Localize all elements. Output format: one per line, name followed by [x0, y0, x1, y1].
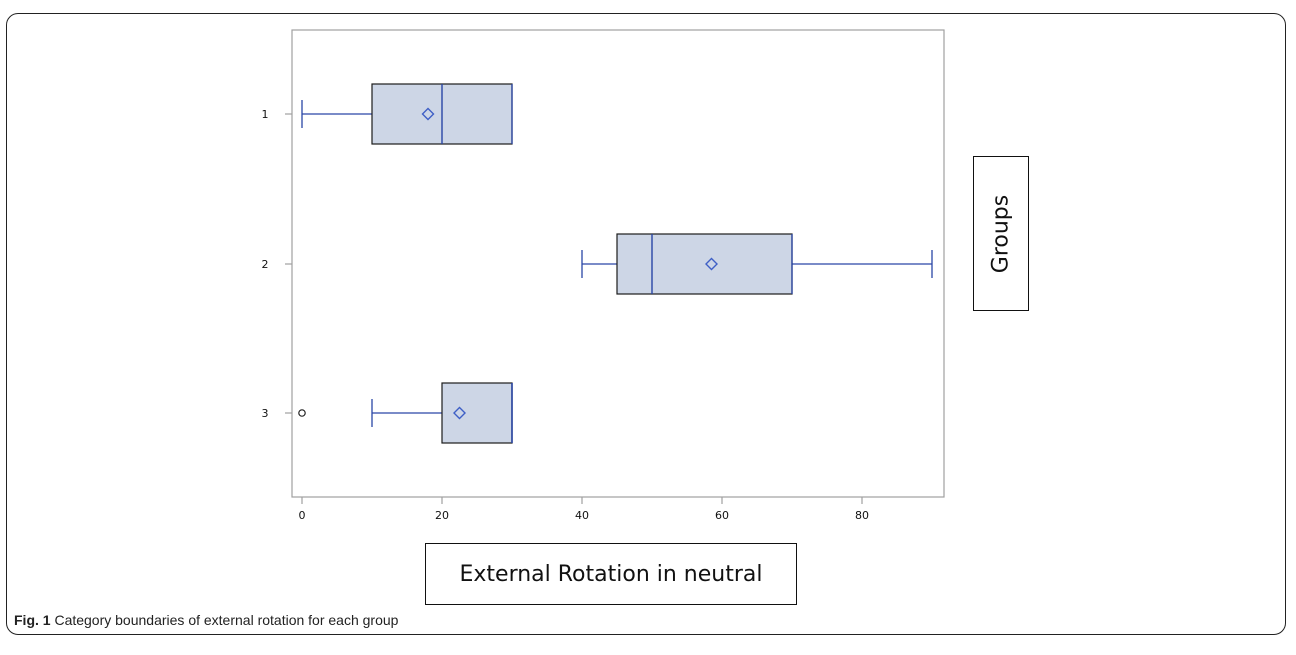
box-iqr — [616, 233, 793, 295]
y-tick-label: 1 — [262, 108, 269, 121]
y-tick-label: 2 — [262, 258, 269, 271]
caption-text: Category boundaries of external rotation… — [54, 612, 399, 628]
x-tick-label: 20 — [435, 509, 449, 522]
outlier-point — [298, 409, 306, 417]
x-tick-label: 0 — [299, 509, 306, 522]
figure-caption: Fig. 1 Category boundaries of external r… — [14, 612, 398, 628]
x-tick-label: 40 — [575, 509, 589, 522]
figure-frame — [6, 13, 1286, 635]
box-iqr — [441, 382, 513, 444]
y-tick-label: 3 — [262, 407, 269, 420]
x-tick-label: 60 — [715, 509, 729, 522]
x-axis-label-box: External Rotation in neutral — [425, 543, 797, 605]
y-axis-label: Groups — [988, 194, 1014, 273]
x-tick-label: 80 — [855, 509, 869, 522]
mean-marker — [705, 257, 718, 271]
mean-marker — [421, 107, 435, 121]
mean-marker — [453, 406, 466, 420]
y-axis-label-box: Groups — [973, 156, 1029, 311]
x-axis-label: External Rotation in neutral — [459, 561, 763, 587]
caption-label: Fig. 1 — [14, 612, 51, 628]
